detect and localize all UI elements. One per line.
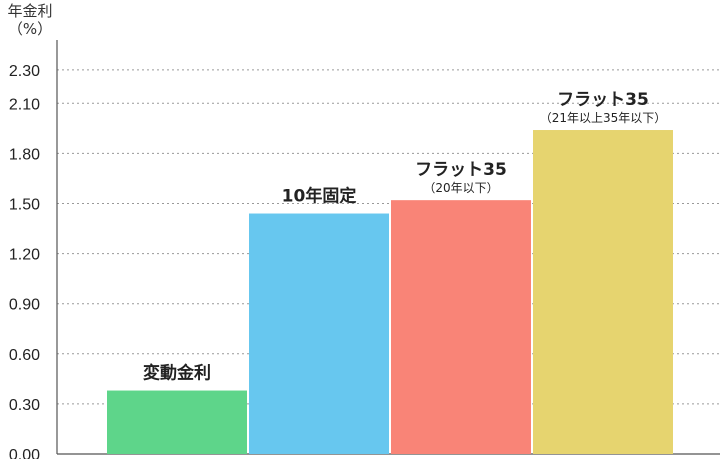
bar-label: フラット35 [557,90,649,110]
y-axis-title-line1: 年金利 [7,2,53,20]
bar-label: 変動金利 [143,363,211,384]
y-axis-title-line2: （%） [7,20,53,38]
y-axis: 0.00 0.30 0.60 0.90 1.20 1.50 1.80 2.10 2.30 [9,40,720,459]
bar-label: フラット35 [415,160,507,180]
y-tick-label: 1.20 [9,247,40,264]
bars [107,130,673,454]
bar [107,390,247,454]
y-tick-label: 0.90 [9,297,40,314]
y-tick-label: 2.10 [9,96,40,113]
bar-sublabel: （21年以上35年以下） [540,111,667,125]
y-tick-label: 2.30 [9,63,40,80]
y-tick-label: 1.50 [9,197,40,214]
bar [533,130,673,454]
y-tick-label: 0.60 [9,347,40,364]
y-tick-label: 0.00 [9,447,40,459]
y-tick-label: 0.30 [9,397,40,414]
bar [391,200,531,454]
bar-sublabel: （20年以下） [423,181,498,195]
bar [249,213,389,454]
y-tick-label: 1.80 [9,146,40,163]
bar-label: 10年固定 [282,186,357,207]
